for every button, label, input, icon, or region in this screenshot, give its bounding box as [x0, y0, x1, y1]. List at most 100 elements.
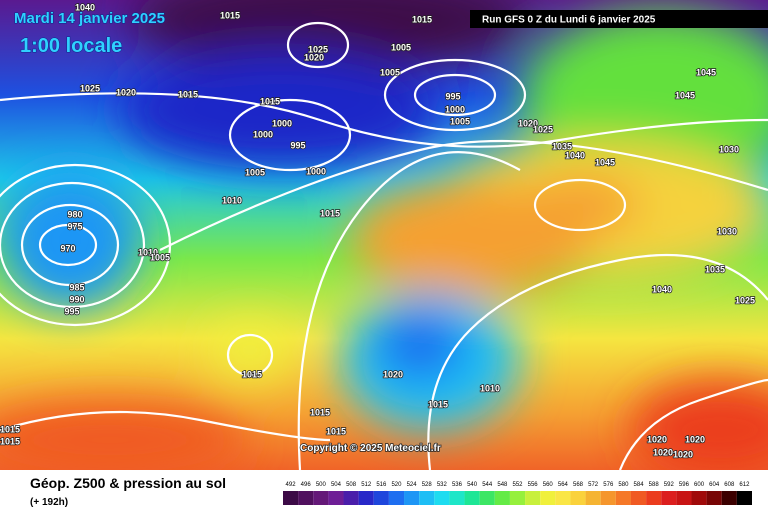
scale-label: 512 [361, 482, 372, 488]
isobar-label: 1045 [675, 90, 695, 100]
scale-label: 508 [346, 482, 357, 488]
scale-label: 576 [603, 482, 614, 488]
isobar-label: 995 [445, 91, 460, 101]
scale-label: 580 [618, 482, 629, 488]
isobar-label: 1020 [116, 87, 136, 97]
isobar-label: 1020 [685, 434, 705, 444]
scale-cell [555, 491, 571, 505]
isobar-label: 995 [64, 306, 79, 316]
isobar-label: 1015 [428, 399, 448, 409]
run-info: Run GFS 0 Z du Lundi 6 janvier 2025 [482, 15, 656, 26]
scale-label: 612 [739, 482, 750, 488]
scale-label: 520 [391, 482, 402, 488]
isobar-label: 1005 [391, 42, 411, 52]
lead-time: (+ 192h) [30, 497, 68, 508]
isobar-label: 1040 [652, 284, 672, 294]
scale-cell [419, 491, 435, 505]
scale-label: 596 [679, 482, 690, 488]
isobar-label: 1000 [306, 166, 326, 176]
isobar-label: 1025 [533, 124, 553, 134]
scale-label: 564 [558, 482, 569, 488]
scale-label: 552 [512, 482, 523, 488]
scale-cell [449, 491, 465, 505]
isobar-label: 1025 [308, 44, 328, 54]
isobar-label: 1040 [75, 2, 95, 12]
scale-cell [676, 491, 692, 505]
isobar-label: 1015 [0, 424, 20, 434]
isobar-label: 1015 [412, 14, 432, 24]
scale-cell [434, 491, 450, 505]
scale-cell [313, 491, 329, 505]
isobar-label: 1020 [653, 447, 673, 457]
isobar-label: 1005 [450, 116, 470, 126]
scale-cell [343, 491, 359, 505]
isobar-label: 1020 [673, 449, 693, 459]
scale-label: 528 [422, 482, 433, 488]
isobar-label: 1000 [445, 104, 465, 114]
isobar-label: 1010 [138, 247, 158, 257]
scale-cell [540, 491, 556, 505]
scale-label: 608 [724, 482, 735, 488]
isobar-label: 1015 [242, 369, 262, 379]
isobar-label: 1015 [310, 407, 330, 417]
scale-label: 544 [482, 482, 493, 488]
scale-label: 532 [437, 482, 448, 488]
isobar-label: 1005 [245, 167, 265, 177]
isobar-label: 1040 [565, 150, 585, 160]
isobars [0, 21, 768, 470]
isobar-label: 1005 [380, 67, 400, 77]
isobar-label: 1005 [150, 252, 170, 262]
scale-label: 600 [694, 482, 705, 488]
isobar-label: 995 [290, 140, 305, 150]
scale-cell [509, 491, 526, 505]
isobar-label: 1015 [320, 208, 340, 218]
scale-cell [585, 491, 601, 505]
isobar-label: 1030 [719, 144, 739, 154]
scale-cell [570, 491, 586, 505]
footer-title: Géop. Z500 & pression au sol [30, 475, 226, 491]
scale-cell [721, 491, 737, 505]
isobar-label: 1030 [717, 226, 737, 236]
scale-label: 560 [543, 482, 554, 488]
scale-label: 592 [664, 482, 675, 488]
isobar-label: 1015 [0, 436, 20, 446]
forecast-date: Mardi 14 janvier 2025 [14, 10, 165, 27]
scale-cell [615, 491, 631, 505]
scale-cell [479, 491, 495, 505]
isobar-label: 980 [67, 209, 82, 219]
isobar-label: 975 [67, 221, 82, 231]
scale-cell [600, 491, 616, 505]
scale-label: 548 [497, 482, 508, 488]
scale-label: 568 [573, 482, 584, 488]
scale-cell [525, 491, 541, 505]
isobar-label: 1015 [220, 10, 240, 20]
scale-label: 572 [588, 482, 599, 488]
scale-cell [358, 491, 374, 505]
scale-cell [298, 491, 314, 505]
copyright: Copyright © 2025 Meteociel.fr [300, 443, 441, 454]
scale-cell [691, 491, 707, 505]
scale-cell [661, 491, 677, 505]
isobar-label: 1020 [304, 52, 324, 62]
scale-cell [328, 491, 344, 505]
scale-cell [283, 491, 299, 505]
isobar-label: 1020 [647, 434, 667, 444]
scale-cell [630, 491, 647, 505]
scale-label: 500 [316, 482, 327, 488]
isobar-label: 1010 [222, 195, 242, 205]
isobar-label: 1000 [272, 118, 292, 128]
isobar-label: 1035 [552, 141, 572, 151]
scale-cell [388, 491, 405, 505]
scale-cell [494, 491, 510, 505]
scale-label: 556 [528, 482, 539, 488]
scale-label: 516 [376, 482, 387, 488]
isobar-label: 1035 [705, 264, 725, 274]
scale-cell [373, 491, 389, 505]
scale-cell [706, 491, 722, 505]
isobar-label: 1015 [260, 96, 280, 106]
run-banner [470, 10, 768, 28]
scale-cell [736, 491, 752, 505]
scale-label: 524 [407, 482, 418, 488]
